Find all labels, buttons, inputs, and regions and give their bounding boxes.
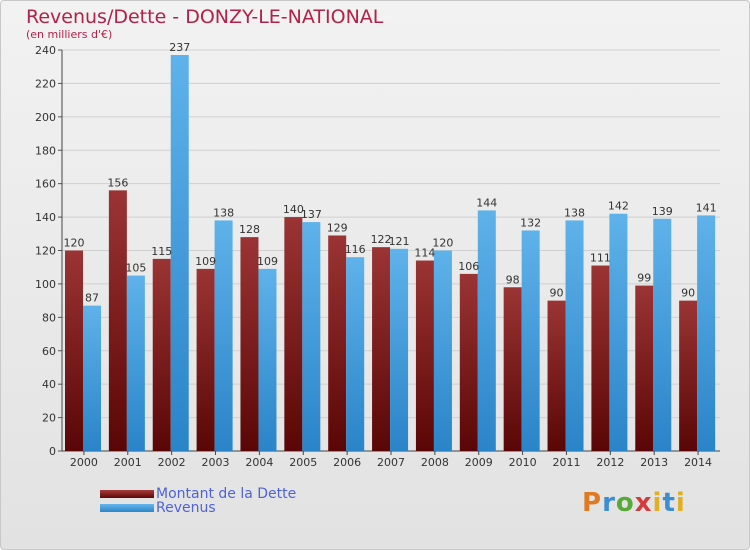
- y-tick-label: 160: [35, 178, 56, 191]
- bar-revenue: [390, 248, 409, 451]
- proxiti-logo: Proxiti: [582, 488, 686, 518]
- bar-revenue: [653, 218, 672, 451]
- x-tick-label: 2012: [596, 456, 624, 469]
- y-tick-label: 20: [42, 412, 56, 425]
- data-label: 98: [506, 273, 520, 286]
- bar-revenue: [477, 210, 496, 451]
- legend-label-debt: Montant de la Dette: [156, 486, 297, 502]
- y-tick-label: 220: [35, 77, 56, 90]
- x-tick-label: 2006: [333, 456, 361, 469]
- data-label: 237: [169, 41, 190, 54]
- data-label: 106: [458, 260, 479, 273]
- bar-revenue: [302, 222, 321, 451]
- y-tick-label: 40: [42, 378, 56, 391]
- x-tick-label: 2002: [158, 456, 186, 469]
- data-label: 156: [107, 176, 128, 189]
- y-tick-label: 60: [42, 345, 56, 358]
- data-label: 114: [414, 247, 435, 260]
- bar-debt: [284, 217, 303, 451]
- data-label: 132: [520, 216, 541, 229]
- data-label: 138: [213, 206, 234, 219]
- y-tick-label: 200: [35, 111, 56, 124]
- data-label: 139: [652, 205, 673, 218]
- y-tick-label: 120: [35, 245, 56, 258]
- bar-revenue: [346, 257, 365, 451]
- data-label: 142: [608, 200, 629, 213]
- legend-item-revenue: Revenus: [100, 500, 296, 516]
- chart-title: Revenus/Dette - DONZY-LE-NATIONAL: [26, 6, 384, 28]
- data-label: 90: [681, 287, 695, 300]
- legend-label-revenue: Revenus: [156, 500, 216, 516]
- bar-revenue: [258, 268, 277, 451]
- x-tick-label: 2003: [202, 456, 230, 469]
- x-tick-label: 2014: [684, 456, 712, 469]
- data-label: 87: [85, 292, 99, 305]
- bar-debt: [196, 268, 215, 451]
- data-label: 129: [327, 221, 348, 234]
- data-label: 144: [476, 196, 497, 209]
- bar-debt: [459, 273, 478, 451]
- y-tick-label: 180: [35, 144, 56, 157]
- data-label: 120: [64, 237, 85, 250]
- legend-item-debt: Montant de la Dette: [100, 486, 297, 502]
- bar-revenue: [565, 220, 584, 451]
- legend-swatch-revenue: [100, 504, 154, 512]
- data-label: 121: [389, 235, 410, 248]
- x-tick-label: 2011: [552, 456, 580, 469]
- bar-debt: [503, 287, 522, 451]
- y-tick-label: 100: [35, 278, 56, 291]
- data-label: 122: [371, 233, 392, 246]
- data-label: 109: [195, 255, 216, 268]
- bar-revenue: [83, 305, 101, 451]
- bar-revenue: [697, 215, 716, 451]
- x-tick-label: 2007: [377, 456, 405, 469]
- data-label: 115: [151, 245, 172, 258]
- data-label: 90: [550, 287, 564, 300]
- bar-debt: [372, 247, 391, 451]
- bar-debt: [65, 250, 83, 451]
- bar-debt: [635, 285, 654, 451]
- x-tick-label: 2001: [114, 456, 142, 469]
- data-label: 116: [345, 243, 366, 256]
- bar-debt: [415, 260, 434, 451]
- bar-revenue: [170, 55, 189, 451]
- bar-debt: [679, 300, 698, 451]
- x-tick-label: 2008: [421, 456, 449, 469]
- legend: Montant de la Dette Revenus: [100, 486, 297, 516]
- y-tick-label: 80: [42, 311, 56, 324]
- bar-debt: [152, 258, 171, 451]
- data-label: 128: [239, 223, 260, 236]
- data-label: 99: [637, 272, 651, 285]
- x-tick-label: 2000: [70, 456, 98, 469]
- data-label: 120: [432, 237, 453, 250]
- data-label: 137: [301, 208, 322, 221]
- bar-debt: [591, 265, 610, 451]
- x-tick-label: 2009: [465, 456, 493, 469]
- bar-revenue: [521, 230, 540, 451]
- x-tick-label: 2005: [289, 456, 317, 469]
- data-label: 141: [696, 201, 717, 214]
- data-label: 109: [257, 255, 278, 268]
- data-label: 105: [125, 262, 146, 275]
- chart-subtitle: (en milliers d'€): [26, 28, 113, 41]
- y-tick-label: 240: [35, 44, 56, 57]
- y-tick-label: 0: [49, 445, 56, 458]
- x-tick-label: 2013: [640, 456, 668, 469]
- data-label: 138: [564, 206, 585, 219]
- x-tick-label: 2004: [245, 456, 273, 469]
- bar-revenue: [126, 275, 145, 451]
- bar-revenue: [609, 213, 628, 451]
- bar-debt: [328, 235, 347, 451]
- bar-debt: [108, 190, 127, 451]
- bar-debt: [547, 300, 566, 451]
- x-tick-label: 2010: [509, 456, 537, 469]
- data-label: 111: [590, 252, 611, 265]
- bar-debt: [240, 237, 259, 451]
- bar-revenue: [433, 250, 452, 451]
- bar-revenue: [214, 220, 233, 451]
- y-tick-label: 140: [35, 211, 56, 224]
- legend-swatch-debt: [100, 490, 154, 498]
- data-label: 140: [283, 203, 304, 216]
